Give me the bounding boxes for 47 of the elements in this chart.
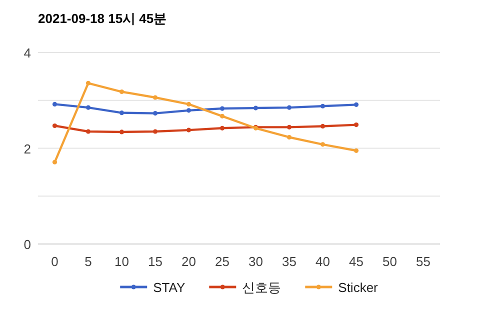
point [119, 89, 124, 94]
point [320, 104, 326, 108]
point [320, 142, 326, 147]
point [186, 102, 192, 107]
chart-title: 2021-09-18 15시 45분 [38, 11, 167, 26]
y-tick-label: 2 [24, 141, 31, 156]
point [52, 160, 58, 164]
point [86, 129, 91, 134]
x-tick-label: 25 [215, 254, 230, 269]
point [152, 111, 158, 116]
point [354, 148, 359, 153]
point [286, 134, 292, 140]
point [119, 110, 124, 116]
x-tick-label: 15 [148, 254, 162, 269]
point [286, 105, 292, 110]
x-tick-label: 40 [316, 254, 330, 269]
x-tick-label: 55 [416, 254, 430, 269]
x-tick-label: 10 [114, 254, 129, 269]
legend-label: STAY [153, 280, 186, 295]
point [52, 123, 58, 128]
point [52, 102, 58, 107]
x-tick-label: 0 [51, 254, 58, 269]
y-tick-label: 4 [24, 46, 31, 60]
point [253, 106, 258, 110]
point [86, 105, 91, 110]
point [119, 130, 124, 134]
point [220, 126, 225, 130]
point [152, 95, 158, 100]
point [354, 122, 359, 128]
point [186, 128, 192, 132]
x-tick-label: 20 [182, 254, 196, 269]
point [186, 108, 192, 113]
y-tick-label: 0 [24, 237, 31, 252]
legend-label: Sticker [338, 280, 379, 295]
x-tick-label: 35 [282, 254, 296, 269]
x-tick-label: 30 [248, 254, 263, 269]
x-tick-label: 5 [84, 254, 92, 269]
legend-label: 신호등 [242, 280, 282, 295]
point [220, 106, 225, 111]
point [320, 124, 326, 129]
point [286, 124, 292, 130]
point [86, 80, 91, 86]
x-tick-label: 45 [349, 254, 364, 269]
point [354, 102, 359, 107]
x-tick-label: 50 [382, 254, 397, 269]
point [220, 114, 225, 118]
point [152, 129, 158, 134]
